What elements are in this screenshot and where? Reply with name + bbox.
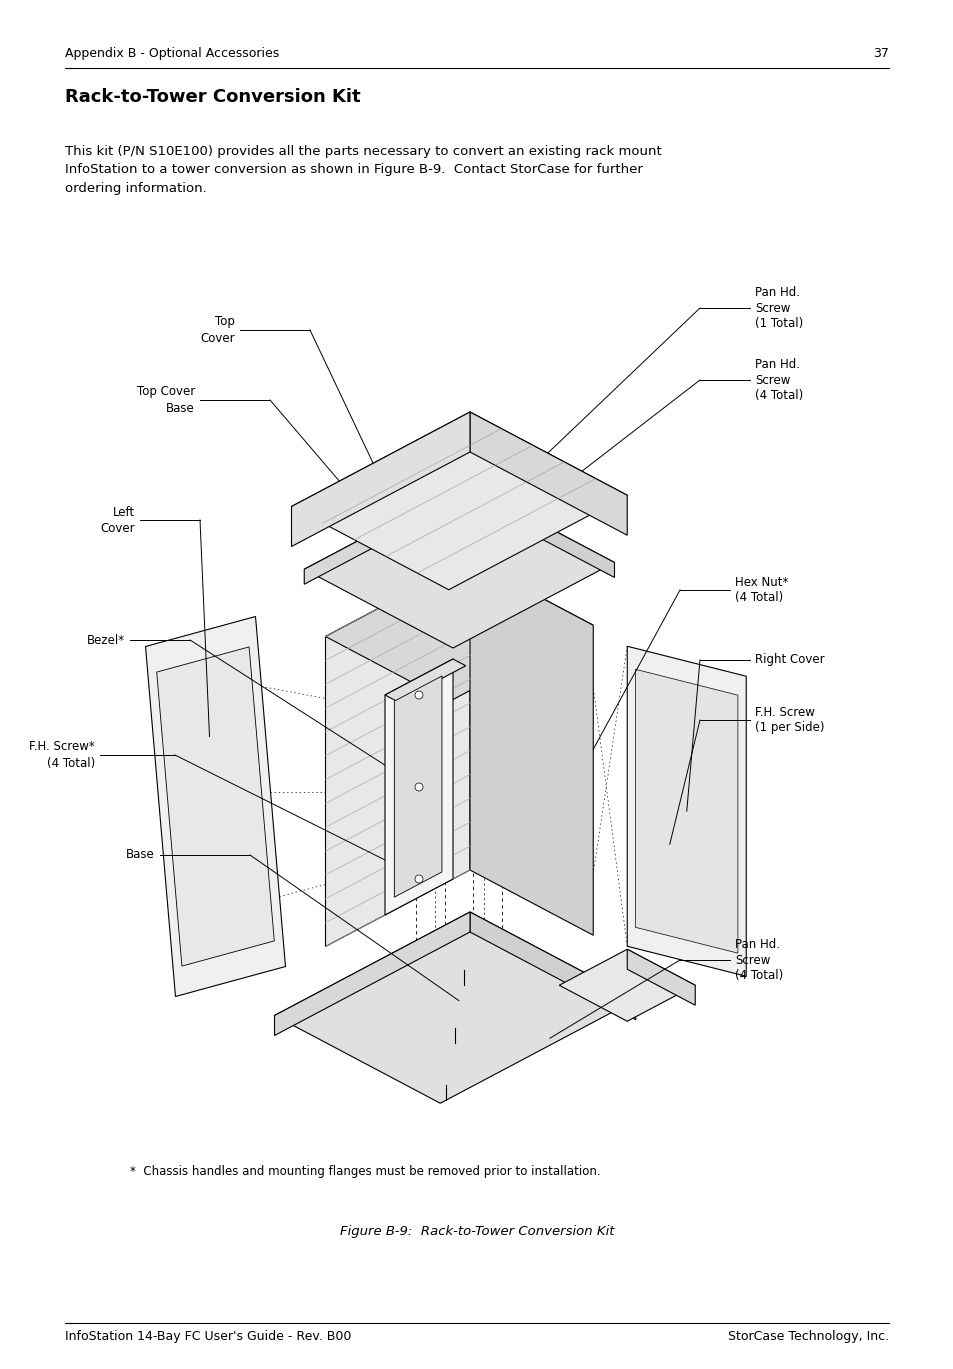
Circle shape bbox=[415, 691, 422, 700]
Polygon shape bbox=[470, 412, 626, 535]
Text: Pan Hd.
Screw
(4 Total): Pan Hd. Screw (4 Total) bbox=[734, 938, 782, 983]
Text: StorCase Technology, Inc.: StorCase Technology, Inc. bbox=[727, 1331, 888, 1343]
Polygon shape bbox=[292, 412, 626, 590]
Text: *  Chassis handles and mounting flanges must be removed prior to installation.: * Chassis handles and mounting flanges m… bbox=[130, 1165, 600, 1177]
Text: InfoStation 14-Bay FC User's Guide - Rev. B00: InfoStation 14-Bay FC User's Guide - Rev… bbox=[65, 1331, 351, 1343]
Text: Top Cover
Base: Top Cover Base bbox=[136, 386, 194, 415]
Polygon shape bbox=[304, 483, 465, 585]
Text: Pan Hd.
Screw
(4 Total): Pan Hd. Screw (4 Total) bbox=[754, 357, 802, 402]
Circle shape bbox=[415, 783, 422, 791]
Polygon shape bbox=[325, 560, 470, 946]
Polygon shape bbox=[465, 483, 614, 578]
Text: Top
Cover: Top Cover bbox=[200, 315, 234, 345]
Polygon shape bbox=[626, 949, 695, 1005]
Text: Left
Cover: Left Cover bbox=[100, 505, 135, 534]
Polygon shape bbox=[635, 669, 738, 953]
Polygon shape bbox=[274, 912, 635, 1103]
Text: Right Cover: Right Cover bbox=[754, 653, 823, 667]
Polygon shape bbox=[470, 912, 635, 1020]
Polygon shape bbox=[626, 646, 745, 976]
Polygon shape bbox=[156, 648, 274, 967]
Text: Pan Hd.
Screw
(1 Total): Pan Hd. Screw (1 Total) bbox=[754, 286, 802, 330]
Text: This kit (P/N S10E100) provides all the parts necessary to convert an existing r: This kit (P/N S10E100) provides all the … bbox=[65, 145, 661, 194]
Text: 37: 37 bbox=[872, 47, 888, 60]
Circle shape bbox=[415, 875, 422, 883]
Text: Base: Base bbox=[126, 849, 154, 861]
Polygon shape bbox=[304, 483, 614, 648]
Polygon shape bbox=[385, 658, 465, 702]
Polygon shape bbox=[292, 412, 470, 546]
Text: Figure B-9:  Rack-to-Tower Conversion Kit: Figure B-9: Rack-to-Tower Conversion Kit bbox=[339, 1225, 614, 1238]
Text: F.H. Screw*
(4 Total): F.H. Screw* (4 Total) bbox=[30, 741, 95, 769]
Polygon shape bbox=[470, 560, 593, 935]
Text: Hex Nut*
(4 Total): Hex Nut* (4 Total) bbox=[734, 575, 787, 605]
Polygon shape bbox=[325, 560, 593, 702]
Polygon shape bbox=[394, 676, 441, 897]
Polygon shape bbox=[385, 658, 453, 914]
Polygon shape bbox=[558, 949, 695, 1021]
Polygon shape bbox=[146, 616, 285, 997]
Polygon shape bbox=[274, 912, 470, 1035]
Text: Rack-to-Tower Conversion Kit: Rack-to-Tower Conversion Kit bbox=[65, 88, 360, 105]
Text: Appendix B - Optional Accessories: Appendix B - Optional Accessories bbox=[65, 47, 279, 60]
Text: Bezel*: Bezel* bbox=[87, 634, 125, 646]
Text: F.H. Screw
(1 per Side): F.H. Screw (1 per Side) bbox=[754, 705, 823, 735]
